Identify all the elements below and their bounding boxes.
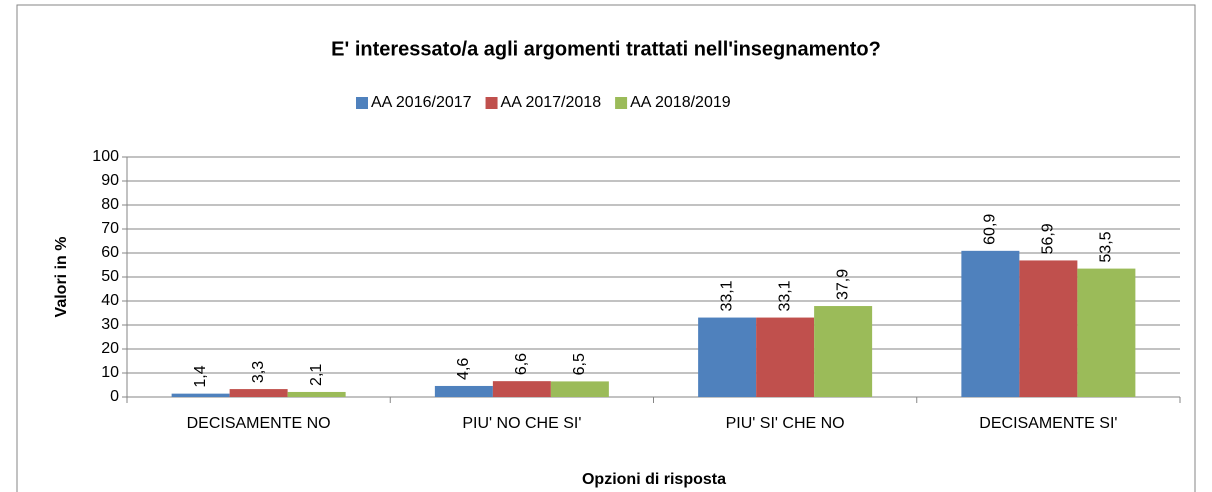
- bar: [961, 250, 1020, 397]
- bar: [492, 381, 551, 397]
- bar: [550, 381, 609, 397]
- bar: [756, 317, 815, 397]
- bar: [287, 391, 346, 397]
- value-label: 3,3: [250, 361, 267, 383]
- y-tick-label: 30: [101, 316, 119, 333]
- y-axis-label: Valori in %: [53, 237, 70, 318]
- x-axis-label: Opzioni di risposta: [582, 471, 726, 488]
- value-label: 6,5: [571, 353, 588, 375]
- legend-label: AA 2018/2019: [630, 94, 731, 111]
- value-label: 60,9: [982, 214, 999, 245]
- y-tick-label: 20: [101, 340, 119, 357]
- y-tick-label: 100: [92, 148, 119, 165]
- bar: [229, 389, 288, 397]
- bar: [1077, 268, 1136, 397]
- bar: [434, 385, 493, 397]
- value-label: 56,9: [1040, 223, 1057, 254]
- y-tick-label: 90: [101, 172, 119, 189]
- x-tick-label: DECISAMENTE NO: [187, 415, 331, 432]
- y-tick-label: 40: [101, 292, 119, 309]
- value-label: 4,6: [455, 358, 472, 380]
- y-tick-label: 60: [101, 244, 119, 261]
- value-label: 1,4: [192, 365, 209, 387]
- y-tick-label: 0: [110, 388, 119, 405]
- legend-swatch: [485, 97, 498, 109]
- chart-title: E' interessato/a agli argomenti trattati…: [331, 38, 881, 60]
- x-tick-label: PIU' NO CHE SI': [462, 415, 581, 432]
- y-tick-label: 50: [101, 268, 119, 285]
- value-label: 33,1: [718, 280, 735, 311]
- x-tick-label: PIU' SI' CHE NO: [726, 415, 845, 432]
- value-label: 33,1: [776, 280, 793, 311]
- chart-frame: [16, 4, 1196, 492]
- legend-label: AA 2016/2017: [371, 94, 472, 111]
- bar: [171, 393, 230, 397]
- y-tick-label: 70: [101, 220, 119, 237]
- bar: [698, 317, 757, 397]
- bar: [814, 306, 873, 397]
- legend-swatch: [356, 97, 368, 109]
- bar: [1019, 260, 1078, 397]
- x-tick-label: DECISAMENTE SI': [979, 415, 1117, 432]
- y-tick-label: 80: [101, 196, 119, 213]
- legend-label: AA 2017/2018: [501, 94, 602, 111]
- value-label: 37,9: [834, 269, 851, 300]
- value-label: 2,1: [308, 364, 325, 386]
- value-label: 6,6: [513, 353, 530, 375]
- y-tick-label: 10: [101, 364, 119, 381]
- legend-swatch: [615, 97, 628, 109]
- value-label: 53,5: [1098, 231, 1115, 262]
